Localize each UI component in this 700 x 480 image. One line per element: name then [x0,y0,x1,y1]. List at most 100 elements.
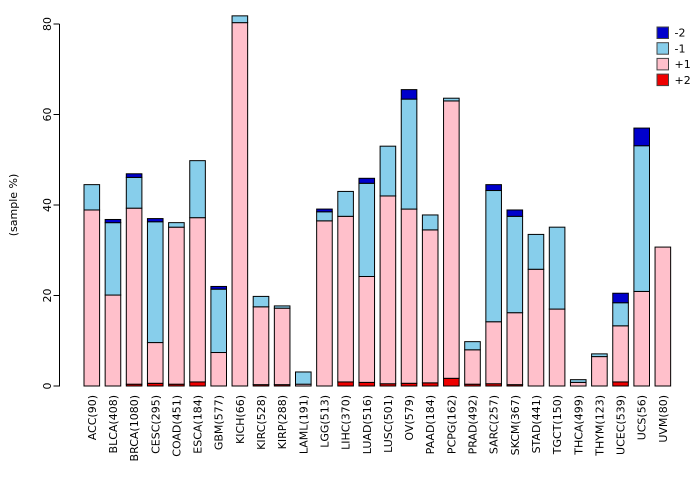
bar-segment-plus1 [146,342,164,384]
bar-segment-plus1 [591,356,608,387]
x-axis-label: BRCA(1080) [128,395,141,461]
bar-segment-minus2 [125,173,143,178]
bar-segment-minus1 [189,160,206,219]
bar-segment-plus1 [569,381,587,387]
x-axis-label: ESCA(184) [192,395,205,454]
bar-segment-plus2 [443,377,460,387]
legend-swatch-plus1 [656,57,669,71]
x-axis-label: LUAD(516) [361,395,374,454]
bar-segment-minus2 [146,218,164,223]
bar-segment-minus1 [337,190,354,217]
bar-segment-minus1 [421,214,439,231]
x-axis-label: PAAD(184) [424,395,437,454]
bar-segment-plus1 [231,22,249,387]
x-axis-label: CESC(295) [149,395,162,454]
bar-segment-minus1 [464,341,481,351]
x-axis-label: UVM(80) [657,395,670,443]
y-tick-label: 0 [41,383,54,390]
legend-label: +2 [675,74,691,87]
bar-segment-plus1 [443,100,460,379]
bar-segment-minus1 [316,211,333,222]
bar-segment-minus1 [506,215,524,314]
bar-segment-plus1 [83,209,101,387]
legend-swatch-minus1 [656,42,669,55]
x-axis-label: SKCM(367) [509,395,522,455]
bar-segment-minus1 [485,190,502,323]
bar-segment-plus1 [506,312,524,386]
bar-segment-plus1 [527,268,545,387]
bar-segment-plus1 [316,220,333,387]
bar-segment-plus2 [612,381,629,387]
bar-segment-minus1 [443,97,460,102]
bar-segment-plus1 [210,352,227,387]
x-axis-label: UCEC(539) [615,395,628,455]
bar-segment-minus1 [125,176,143,209]
x-axis-label: GBM(577) [213,395,226,450]
bar-segment-minus1 [231,15,249,24]
x-axis-label: LUSC(501) [382,395,395,453]
x-axis-label: COAD(451) [170,395,183,457]
bar-segment-minus1 [168,222,185,228]
bar-segment-minus1 [400,98,418,210]
y-axis-title: (sample %) [7,174,20,237]
bar-segment-plus1 [379,195,397,385]
x-axis-label: LGG(513) [318,395,331,448]
x-axis-label: KICH(66) [234,395,247,444]
legend-label: -1 [675,42,686,55]
bar-segment-minus2 [633,127,651,147]
y-tick-label: 20 [41,289,54,303]
bar-segment-minus1 [548,226,566,310]
bar-segment-minus1 [379,145,397,197]
x-axis-label: LAML(191) [297,395,310,454]
y-tick-label: 80 [41,17,54,31]
bar-segment-minus2 [358,177,376,184]
bar-segment-plus1 [633,290,651,387]
bar-segment-minus1 [358,182,376,277]
x-axis-label: ACC(90) [86,395,99,440]
bar-segment-plus1 [358,275,376,383]
bar-segment-minus1 [252,295,270,308]
legend-label: -2 [675,27,686,40]
bar-segment-minus1 [273,305,291,309]
bar-segment-plus1 [421,229,439,384]
x-axis-label: UCS(56) [636,395,649,440]
bar-segment-minus1 [591,353,608,358]
bar-segment-plus1 [252,306,270,386]
bar-segment-plus1 [273,307,291,386]
bar-segment-plus1 [548,308,566,387]
x-axis-label: LIHC(370) [340,395,353,450]
bar-segment-plus1 [654,246,672,387]
x-axis-label: TGCT(150) [551,395,564,455]
x-axis-label: OV(579) [403,395,416,441]
x-axis-label: THCA(499) [572,395,585,456]
bar-segment-plus1 [464,349,481,385]
bar-segment-minus1 [146,221,164,344]
x-axis-label: STAD(441) [530,395,543,453]
bar-segment-minus1 [612,302,629,327]
x-axis-label: BLCA(408) [107,395,120,453]
x-axis-label: PCPG(162) [445,395,458,454]
bar-segment-plus1 [337,215,354,383]
bar-segment-minus1 [527,233,545,270]
bar-segment-minus1 [83,184,101,211]
bar-segment-minus2 [210,285,227,290]
bar-segment-plus1 [612,325,629,383]
x-axis-label: KIRP(288) [276,395,289,449]
bar-segment-minus1 [104,222,122,296]
bar-segment-plus2 [189,381,206,387]
bar-segment-plus1 [189,217,206,383]
legend-swatch-minus2 [656,26,669,39]
y-tick-label: 40 [41,198,54,212]
y-tick-label: 60 [41,108,54,122]
bar-segment-minus1 [633,145,651,292]
bar-segment-plus1 [104,294,122,387]
legend-label: +1 [675,58,691,71]
x-axis-label: PRAD(492) [467,395,480,454]
bar-segment-plus1 [485,321,502,385]
x-axis-label: SARC(257) [488,395,501,454]
bar-segment-plus2 [337,381,354,387]
bar-segment-plus1 [125,207,143,385]
bar-segment-minus1 [210,288,227,354]
legend-swatch-plus2 [656,73,669,87]
